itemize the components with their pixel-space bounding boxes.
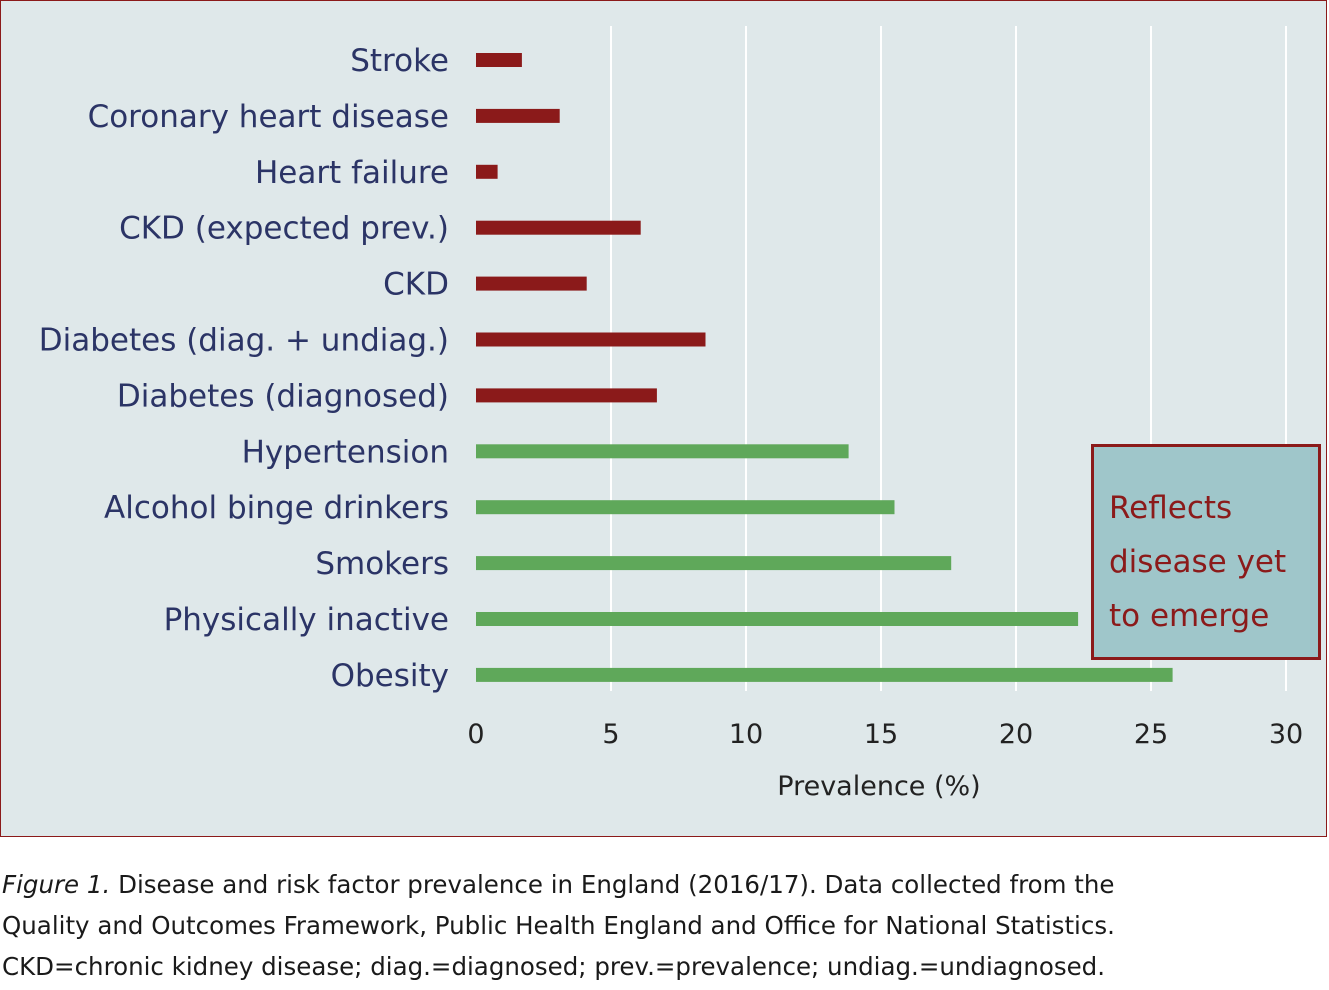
category-label: Heart failure [255, 155, 449, 191]
x-tick-label: 10 [729, 719, 763, 750]
category-label: Stroke [350, 43, 449, 79]
x-tick-label: 5 [602, 719, 619, 750]
x-tick-label: 30 [1269, 719, 1303, 750]
category-label: Smokers [315, 546, 449, 582]
bar [476, 500, 895, 515]
figure-caption: Figure 1. Disease and risk factor preval… [2, 864, 1322, 987]
bar [476, 164, 498, 179]
category-label: Hypertension [242, 434, 449, 470]
bars [476, 53, 1173, 682]
category-label: Physically inactive [164, 602, 449, 638]
gridlines [610, 26, 1287, 691]
x-tick-label: 25 [1134, 719, 1168, 750]
annotation-callout: Reflects disease yet to emerge [1091, 444, 1321, 660]
bar [476, 220, 641, 235]
category-label: CKD (expected prev.) [119, 211, 449, 247]
category-label: Obesity [331, 658, 449, 694]
x-axis-title: Prevalence (%) [777, 771, 980, 802]
bar [476, 667, 1173, 682]
annotation-line-1: Reflects [1109, 490, 1233, 526]
annotation-line-3: to emerge [1109, 598, 1270, 634]
annotation-line-2: disease yet [1109, 544, 1287, 580]
caption-line-1: Figure 1. Disease and risk factor preval… [2, 864, 1322, 905]
category-label: Diabetes (diagnosed) [117, 378, 449, 414]
bar [476, 444, 849, 459]
caption-text-1: Disease and risk factor prevalence in En… [110, 870, 1115, 899]
category-label: Diabetes (diag. + undiag.) [39, 323, 449, 359]
category-labels: Stroke Coronary heart disease Heart failur… [39, 43, 449, 694]
figure-label: Figure 1. [2, 870, 111, 899]
x-tick-labels: 0 5 10 15 20 25 30 [467, 719, 1303, 750]
x-tick-label: 0 [467, 719, 484, 750]
bar [476, 276, 587, 291]
caption-line-2: Quality and Outcomes Framework, Public H… [2, 911, 1115, 940]
category-label: Coronary heart disease [88, 99, 449, 135]
bar-chart: Stroke Coronary heart disease Heart failur… [39, 26, 1303, 802]
bar [476, 388, 657, 403]
bar [476, 332, 706, 347]
bar [476, 53, 522, 67]
x-tick-label: 15 [864, 719, 898, 750]
bar [476, 556, 952, 571]
bar [476, 108, 560, 123]
x-tick-label: 20 [999, 719, 1033, 750]
category-label: Alcohol binge drinkers [104, 490, 449, 526]
bar [476, 612, 1079, 626]
chart-panel: Stroke Coronary heart disease Heart failur… [0, 0, 1327, 837]
category-label: CKD [383, 267, 449, 303]
caption-line-3: CKD=chronic kidney disease; diag.=diagno… [2, 952, 1106, 981]
